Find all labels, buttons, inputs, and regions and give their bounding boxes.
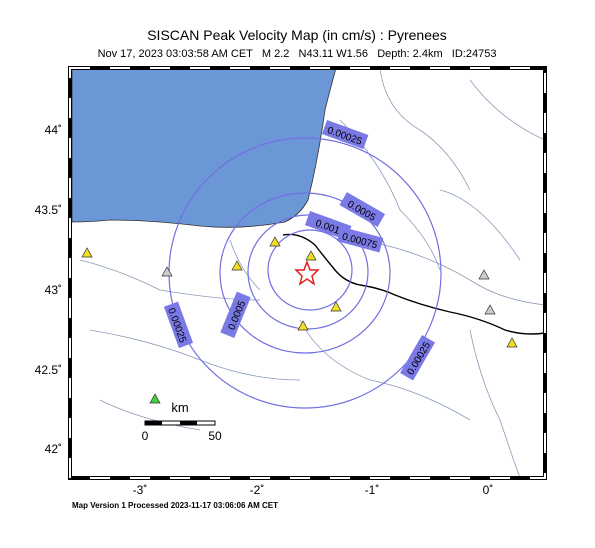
lon-label: -2˚	[250, 483, 265, 497]
footer: Map Version 1 Processed 2023-11-17 03:06…	[72, 501, 278, 510]
lat-label: 43.5˚	[35, 203, 62, 217]
map-title: SISCAN Peak Velocity Map (in cm/s) : Pyr…	[147, 27, 447, 43]
contour-label-box	[321, 119, 369, 150]
lat-label: 42.5˚	[35, 363, 62, 377]
map-frame-ticks	[69, 67, 546, 479]
stations	[81, 236, 518, 404]
lon-label: 0˚	[483, 483, 494, 497]
ocean	[71, 67, 337, 228]
lat-label: 42˚	[45, 442, 62, 456]
axis-labels: 44˚ 43.5˚ 43˚ 42.5˚ 42˚ -3˚ -2˚ -1˚ 0˚	[35, 123, 494, 497]
border	[282, 233, 546, 335]
lat-label: 44˚	[45, 123, 62, 137]
map-area: 0.000250.00050.0010.000750.00050.000250.…	[68, 66, 547, 480]
rivers	[79, 67, 546, 479]
scale-end: 50	[208, 429, 222, 443]
lat-label: 43˚	[45, 283, 62, 297]
scale-bar: km 0 50	[142, 400, 222, 443]
contour-label-box	[336, 226, 384, 253]
epicenter	[294, 259, 320, 286]
lon-label: -3˚	[133, 483, 148, 497]
map-subtitle: Nov 17, 2023 03:03:58 AM CET M 2.2 N43.1…	[98, 48, 497, 60]
lon-label: -1˚	[365, 483, 380, 497]
contour-label-box	[220, 291, 251, 339]
scale-unit: km	[171, 400, 188, 415]
scale-start: 0	[142, 429, 149, 443]
contour-label-box	[339, 192, 386, 228]
contour-label-box	[163, 301, 194, 349]
contour-label-box	[400, 334, 436, 381]
